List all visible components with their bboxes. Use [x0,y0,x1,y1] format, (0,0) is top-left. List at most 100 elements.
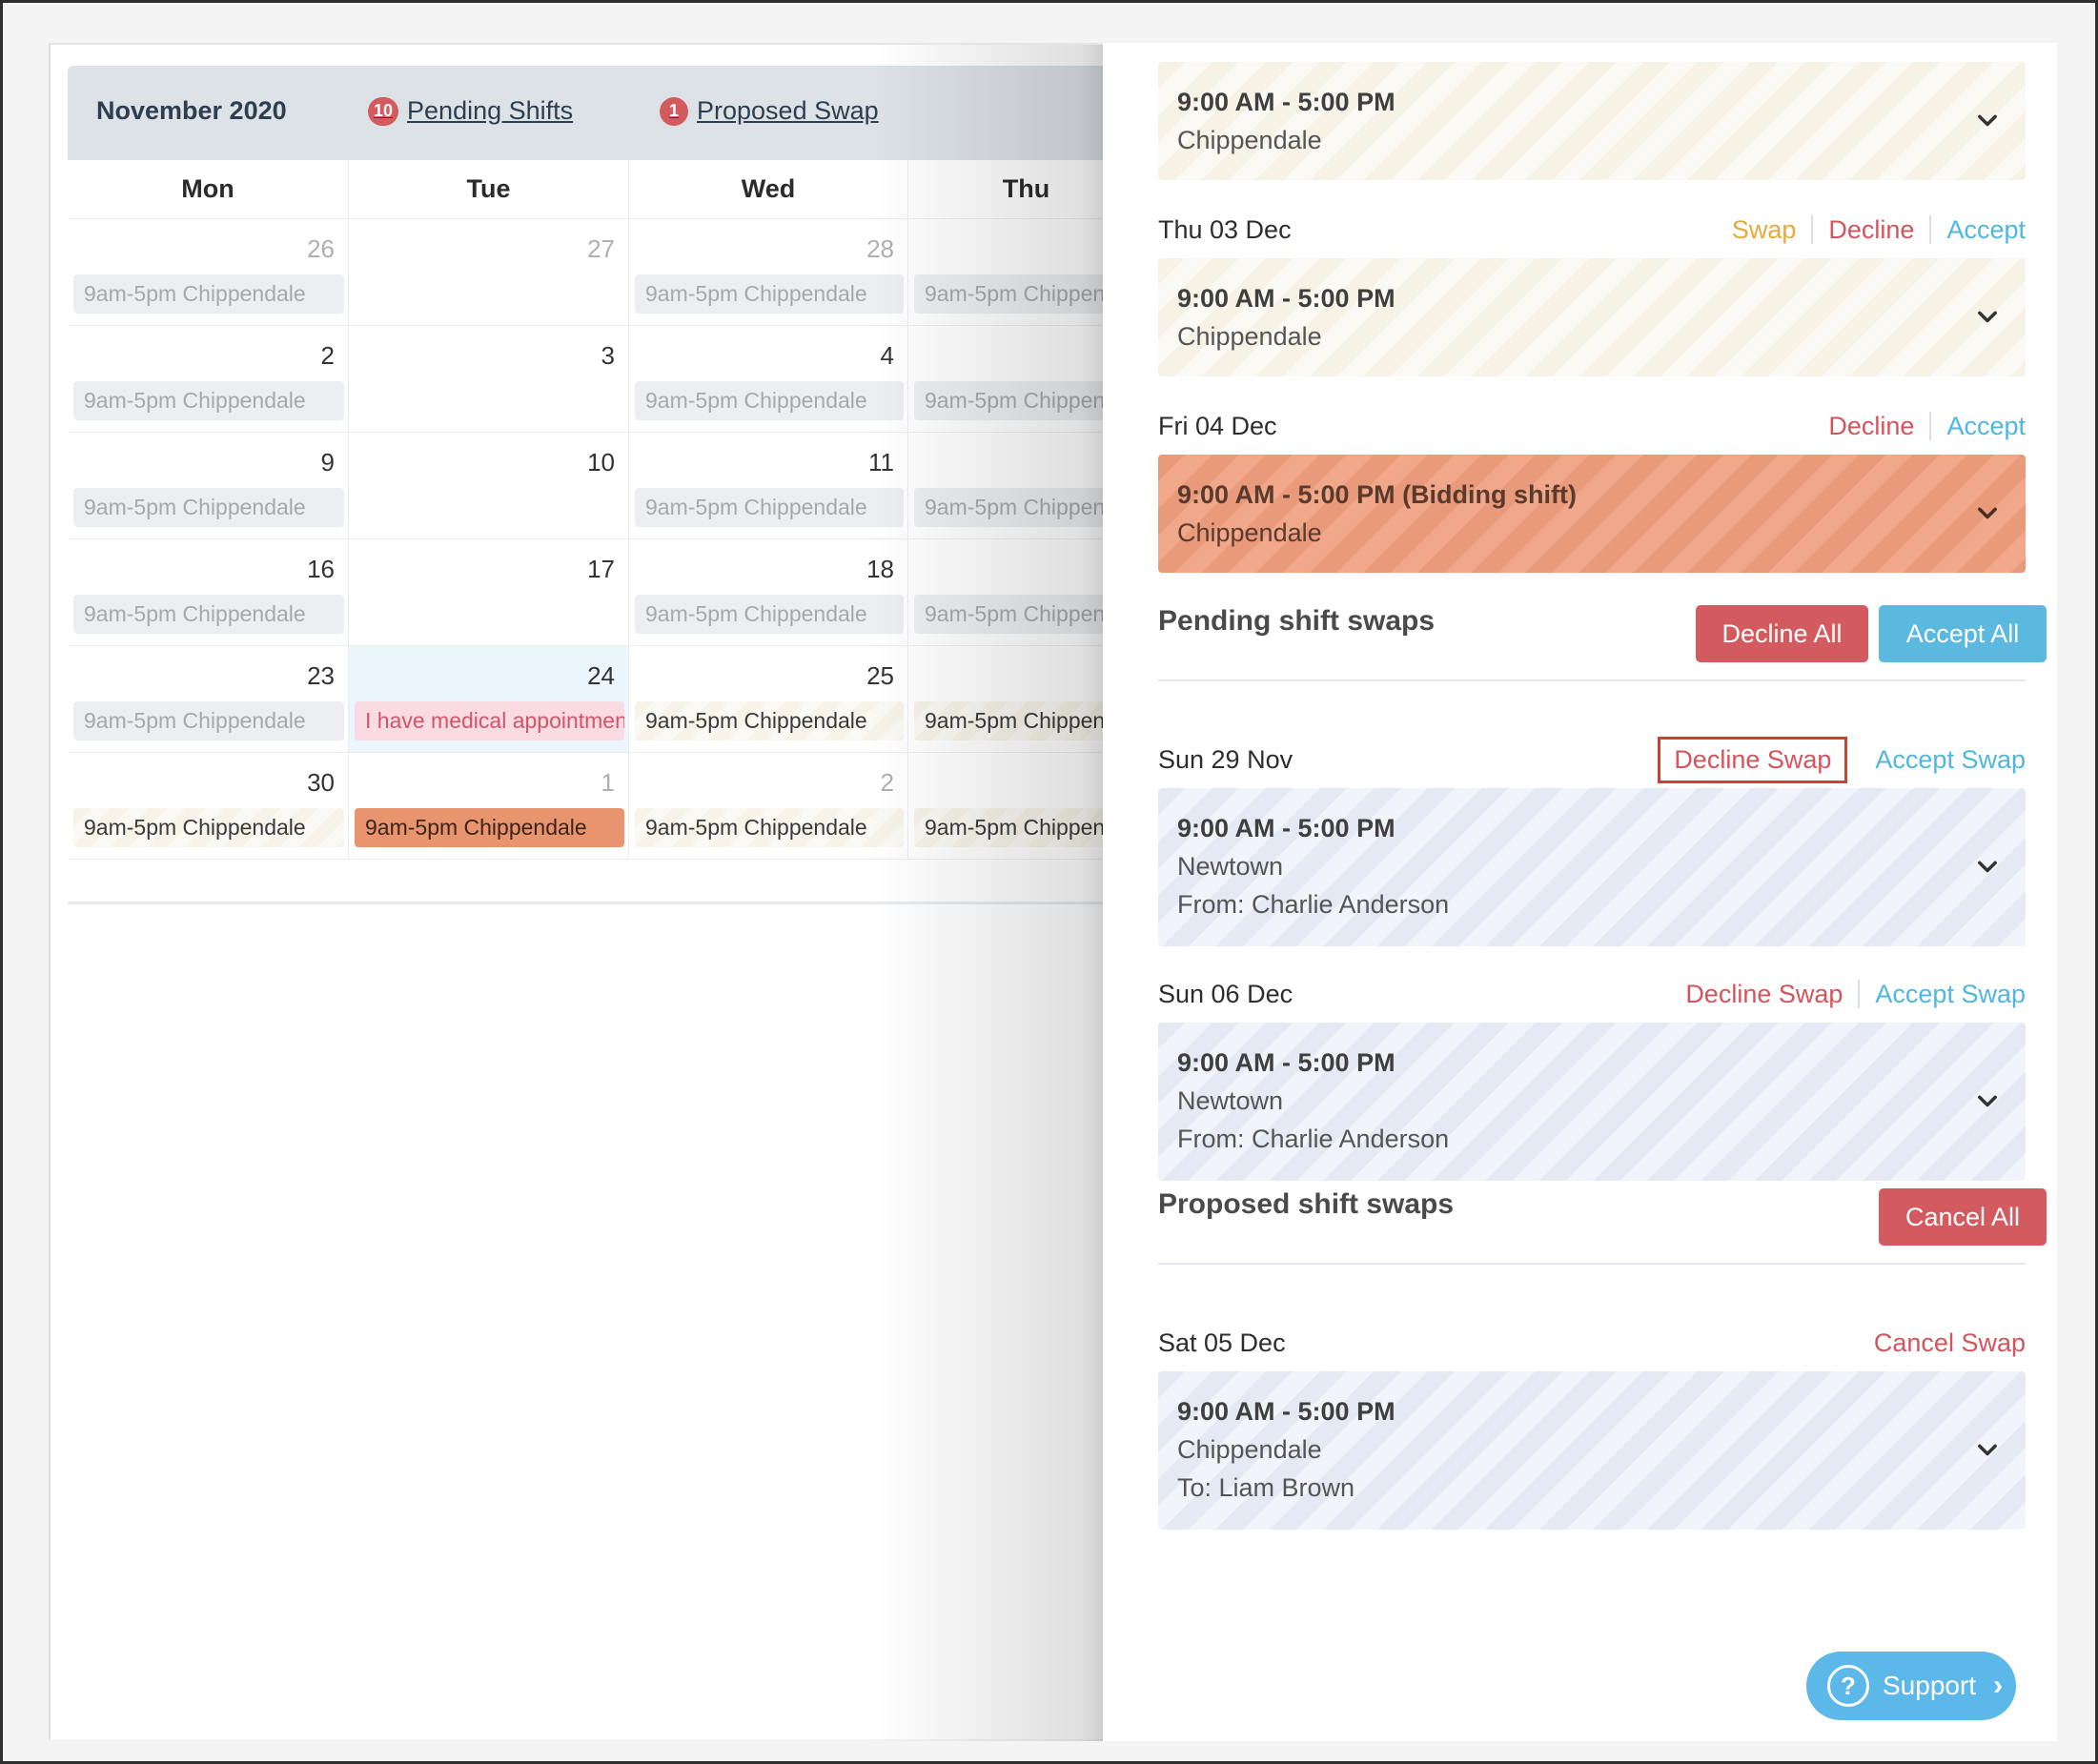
day-number: 9 [320,448,335,476]
shift-actions: Swap Decline Accept [1732,211,2026,249]
decline-link[interactable]: Decline [1828,214,1915,244]
pending-shifts-link[interactable]: 10 Pending Shifts [368,96,573,126]
proposed-swap-card[interactable]: 9:00 AM - 5:00 PM Chippendale To: Liam B… [1158,1371,2026,1530]
shift-pill[interactable]: 9am-5pm Chippendale [73,701,344,740]
shift-pill[interactable]: 9am-5pm Chippendale [73,595,344,634]
day-number: 4 [880,341,894,370]
weekday-header-row: Mon Tue Wed Thu [68,160,1145,219]
swap-actions: Decline Swap Accept Swap [1685,975,2026,1013]
decline-swap-link[interactable]: Decline Swap [1685,979,1843,1008]
shift-pill[interactable]: 9am-5pm Chippendale [635,488,904,527]
day-number: 23 [307,661,335,690]
swap-card[interactable]: 9:00 AM - 5:00 PM Newtown From: Charlie … [1158,788,2026,946]
calendar-day-cell[interactable]: 25 9am-5pm Chippendale [629,646,908,753]
chevron-down-icon[interactable] [1974,500,2001,527]
shift-pill[interactable]: 9am-5pm Chippendale [635,274,904,314]
calendar-day-cell[interactable]: 2 9am-5pm Chippendale [68,326,349,433]
day-number: 18 [866,555,894,583]
action-separator [1929,412,1932,440]
calendar-day-cell[interactable]: 9 9am-5pm Chippendale [68,433,349,539]
swap-link[interactable]: Swap [1731,214,1797,244]
accept-swap-link[interactable]: Accept Swap [1875,744,2026,774]
calendar-day-cell[interactable]: 3 [349,326,629,433]
shift-row-header: Thu 03 Dec Swap Decline Accept [1158,211,2026,249]
swap-time: 9:00 AM - 5:00 PM [1177,1397,1395,1426]
accept-link[interactable]: Accept [1946,411,2026,440]
accept-all-button[interactable]: Accept All [1879,605,2047,662]
chevron-down-icon[interactable] [1974,1088,2001,1115]
swap-row-header: Sun 29 Nov Decline Swap Accept Swap [1158,736,2026,783]
pending-shifts-label: Pending Shifts [407,96,574,125]
calendar-day-cell[interactable]: 23 9am-5pm Chippendale [68,646,349,753]
day-number: 2 [320,341,335,370]
shift-location: Chippendale [1177,518,1322,547]
day-number: 24 [587,661,615,690]
calendar-day-cell[interactable]: 10 [349,433,629,539]
day-number: 3 [601,341,615,370]
swap-time: 9:00 AM - 5:00 PM [1177,814,1395,842]
calendar-day-cell[interactable]: 24 I have medical appointment [349,646,629,753]
swap-date: Sun 06 Dec [1158,980,1293,1008]
shift-pill[interactable]: 9am-5pm Chippendale [73,488,344,527]
chevron-down-icon[interactable] [1974,854,2001,881]
bidding-shift-card[interactable]: 9:00 AM - 5:00 PM (Bidding shift) Chippe… [1158,455,2026,573]
chevron-down-icon[interactable] [1974,1437,2001,1464]
shift-card[interactable]: 9:00 AM - 5:00 PM Chippendale [1158,258,2026,376]
shift-pill[interactable]: 9am-5pm Chippendale [355,808,624,847]
shift-date: Thu 03 Dec [1158,215,1292,244]
calendar-day-cell[interactable]: 27 [349,219,629,326]
proposed-swap-label: Proposed Swap [697,96,879,125]
day-number: 10 [587,448,615,476]
cancel-all-button[interactable]: Cancel All [1879,1188,2047,1246]
calendar-day-cell[interactable]: 4 9am-5pm Chippendale [629,326,908,433]
calendar-day-cell[interactable]: 17 [349,539,629,646]
month-title: November 2020 [96,96,287,125]
shift-pill[interactable]: 9am-5pm Chippendale [635,595,904,634]
decline-swap-link[interactable]: Decline Swap [1658,736,1848,783]
chevron-down-icon[interactable] [1974,108,2001,134]
app-window: November 2020 10 Pending Shifts 1 Propos… [49,43,2057,1741]
swap-card[interactable]: 9:00 AM - 5:00 PM Newtown From: Charlie … [1158,1023,2026,1181]
weekday-tue: Tue [349,160,629,218]
calendar-day-cell[interactable]: 28 9am-5pm Chippendale [629,219,908,326]
decline-link[interactable]: Decline [1828,411,1915,440]
swap-actions: Decline Swap Accept Swap [1658,736,2026,783]
shift-pill[interactable]: 9am-5pm Chippendale [73,381,344,420]
action-separator [1811,215,1814,244]
shift-card[interactable]: 9:00 AM - 5:00 PM Chippendale [1158,62,2026,180]
proposed-swap-link[interactable]: 1 Proposed Swap [660,96,879,126]
shift-pill[interactable]: 9am-5pm Chippendale [73,274,344,314]
shift-pill[interactable]: 9am-5pm Chippendale [73,808,344,847]
shift-row-header: Fri 04 Dec Decline Accept [1158,407,2026,445]
pending-swaps-title: Pending shift swaps [1158,605,1436,637]
day-number: 11 [868,448,894,476]
action-separator [1858,980,1861,1008]
support-label: Support [1883,1671,1977,1700]
swap-row-header: Sun 06 Dec Decline Swap Accept Swap [1158,975,2026,1013]
calendar-grid: 26 9am-5pm Chippendale 27 28 9am-5pm Chippen… [68,219,1145,860]
shift-time: 9:00 AM - 5:00 PM (Bidding shift) [1177,480,1578,509]
calendar-day-cell[interactable]: 1 9am-5pm Chippendale [349,753,629,860]
cancel-swap-link[interactable]: Cancel Swap [1873,1328,2026,1357]
support-button[interactable]: ? Support › [1806,1652,2016,1720]
calendar-day-cell[interactable]: 18 9am-5pm Chippendale [629,539,908,646]
calendar-day-cell[interactable]: 16 9am-5pm Chippendale [68,539,349,646]
day-number: 28 [866,234,894,263]
swap-location: Chippendale [1177,1435,1322,1464]
calendar-day-cell[interactable]: 30 9am-5pm Chippendale [68,753,349,860]
accept-swap-link[interactable]: Accept Swap [1875,979,2026,1008]
calendar-day-cell[interactable]: 26 9am-5pm Chippendale [68,219,349,326]
shift-pill[interactable]: 9am-5pm Chippendale [635,808,904,847]
chevron-right-icon: › [1993,1670,2004,1701]
calendar-day-cell[interactable]: 2 9am-5pm Chippendale [629,753,908,860]
leave-note-pill[interactable]: I have medical appointment [355,701,624,740]
accept-link[interactable]: Accept [1946,214,2026,244]
proposed-date: Sat 05 Dec [1158,1328,1286,1357]
decline-all-button[interactable]: Decline All [1696,605,1868,662]
day-number: 17 [587,555,615,583]
shift-pill[interactable]: 9am-5pm Chippendale [635,701,904,740]
chevron-down-icon[interactable] [1974,304,2001,331]
calendar-day-cell[interactable]: 11 9am-5pm Chippendale [629,433,908,539]
shift-pill[interactable]: 9am-5pm Chippendale [635,381,904,420]
